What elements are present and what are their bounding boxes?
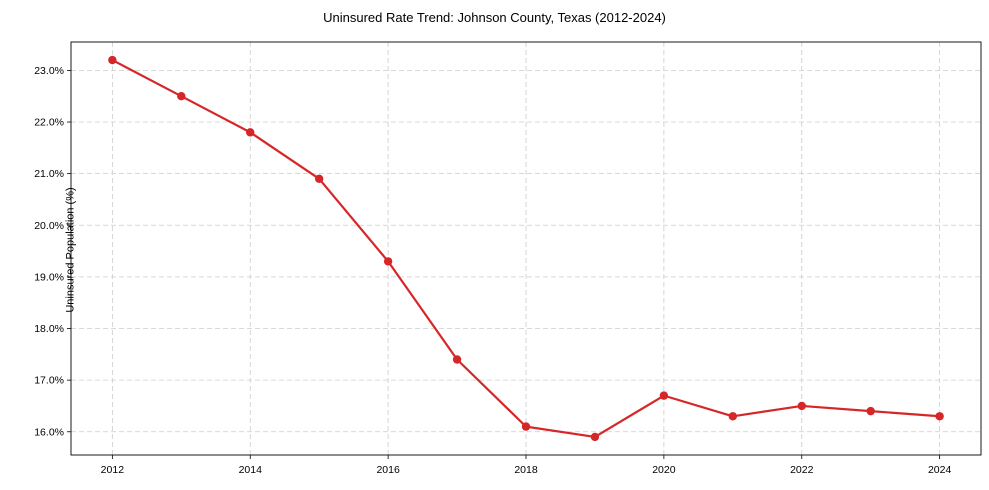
y-tick-label: 19.0%: [34, 271, 64, 283]
x-tick-label: 2020: [652, 464, 676, 476]
data-point-marker: [314, 174, 324, 184]
data-point-marker: [590, 432, 600, 442]
x-tick-label: 2024: [928, 464, 952, 476]
data-point-marker: [797, 401, 806, 411]
data-point-marker: [866, 406, 875, 416]
data-series-uninsured-rate: [108, 55, 944, 442]
y-tick-label: 16.0%: [34, 426, 64, 438]
x-tick-label: 2018: [514, 464, 538, 476]
data-point-marker: [383, 257, 393, 266]
y-tick-label: 18.0%: [34, 323, 64, 335]
y-tick-label: 23.0%: [34, 65, 64, 77]
data-point-marker: [935, 412, 944, 421]
x-tick-label: 2012: [101, 464, 125, 476]
grid-lines: [71, 42, 981, 455]
y-tick-label: 17.0%: [34, 375, 64, 387]
y-tick-label: 20.0%: [34, 220, 64, 232]
x-tick-label: 2016: [376, 464, 400, 476]
x-axis-ticks: 2012 2014 2016 2018 2020 2022 2024: [101, 455, 952, 476]
plot-frame: [70, 41, 982, 456]
data-point-marker: [246, 128, 255, 137]
data-point-marker: [728, 412, 738, 421]
data-point-marker: [521, 422, 531, 431]
x-tick-label: 2022: [790, 464, 814, 476]
y-axis-ticks: 16.0% 17.0% 18.0% 19.0% 20.0% 21.0% 22.0% 23.0%: [34, 65, 71, 438]
data-point-marker: [177, 92, 186, 101]
data-point-marker: [452, 355, 462, 364]
y-tick-label: 21.0%: [34, 168, 64, 180]
y-tick-label: 22.0%: [34, 117, 64, 129]
data-point-marker: [108, 55, 117, 65]
x-tick-label: 2014: [239, 464, 263, 476]
data-point-marker: [659, 391, 669, 400]
chart-title: Uninsured Rate Trend: Johnson County, Te…: [323, 10, 666, 25]
